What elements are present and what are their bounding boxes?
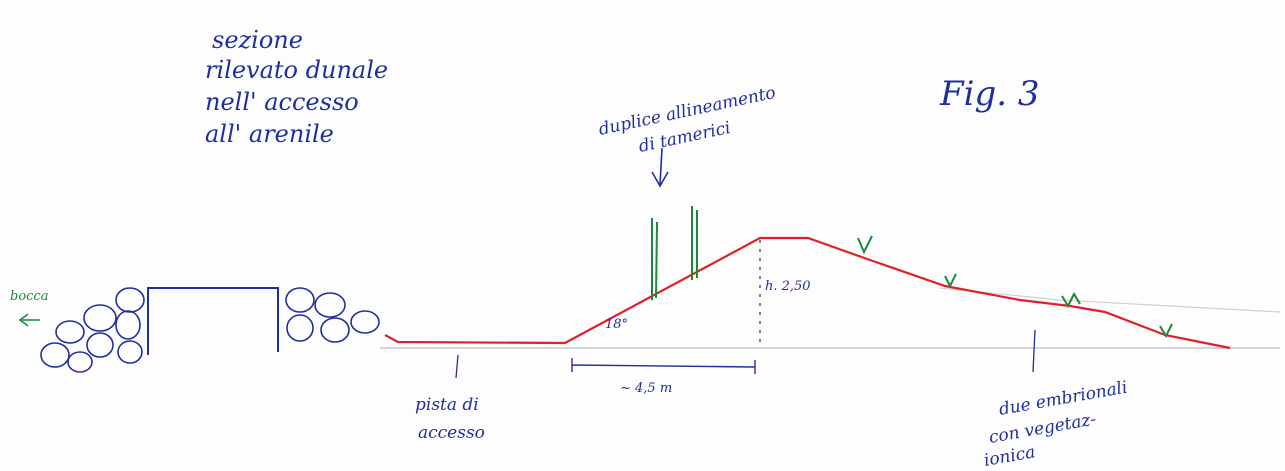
- label: h. 2,50: [765, 279, 811, 294]
- label: ~ 4,5 m: [620, 381, 672, 396]
- label: accesso: [418, 423, 485, 443]
- title-line: sezione: [212, 26, 303, 54]
- title-line: rilevato dunale: [205, 56, 388, 84]
- label: pista di: [415, 395, 479, 415]
- label: 18°: [605, 317, 628, 332]
- label: bocca: [10, 289, 48, 304]
- sketch: sezione rilevato dunale nell' accesso al…: [0, 0, 1285, 471]
- title-line: nell' accesso: [205, 88, 359, 116]
- title-line: all' arenile: [205, 120, 334, 148]
- figure-label: Fig. 3: [939, 74, 1039, 114]
